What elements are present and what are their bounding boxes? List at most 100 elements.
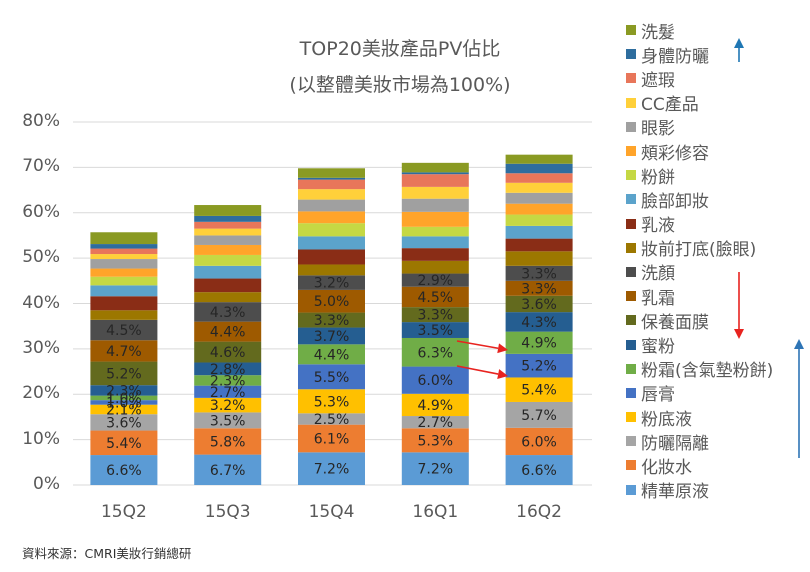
- data-label: 5.4%: [521, 383, 557, 399]
- data-label: 4.3%: [210, 305, 246, 321]
- data-label: 5.4%: [106, 436, 142, 452]
- x-tick-label: 15Q4: [308, 502, 355, 522]
- legend-item: 洗顏: [626, 260, 773, 284]
- bar-segment: [90, 455, 158, 485]
- legend-item: 唇膏: [626, 381, 773, 405]
- bar-segment: [505, 280, 573, 296]
- data-label: 4.3%: [521, 315, 557, 331]
- bar-stack-15Q3: 6.7% 5.8% 3.5%3.2%2.7%2.3%2.8%4.6% 4.4% 4.3%: [194, 205, 262, 485]
- bar-segment: [90, 430, 158, 456]
- bar-segment: [194, 205, 262, 216]
- bar-segment: [90, 385, 158, 396]
- bar-segment: [505, 427, 573, 456]
- data-label: 4.6%: [210, 345, 246, 361]
- data-label: 3.3%: [521, 281, 557, 297]
- bar-segment: [505, 295, 573, 313]
- legend-label: 妝前打底(臉眼): [641, 240, 757, 261]
- bar-segment: [298, 179, 365, 190]
- bar-segment: [298, 223, 365, 237]
- legend-swatch: [626, 146, 636, 157]
- legend-label: 保養面膜: [641, 312, 709, 333]
- bar-stack-16Q1: 7.2% 5.3% 2.7%4.9% 6.0% 6.3% 3.5%3.3% 4.5%2.9%: [401, 162, 469, 485]
- legend-label: 粉餅: [641, 167, 675, 188]
- bar-segment: [505, 154, 573, 164]
- bar-segment: [90, 254, 158, 260]
- bar-segment: [298, 236, 365, 250]
- bar-segment: [401, 248, 469, 261]
- bar-segment: [194, 397, 262, 413]
- y-tick-label: 0%: [33, 474, 60, 494]
- legend-swatch: [626, 339, 636, 350]
- bar-segment: [298, 327, 365, 345]
- chart-subtitle: (以整體美妝市場為100%): [289, 74, 511, 96]
- legend-item: 頰彩修容: [626, 139, 773, 164]
- data-label: 3.3%: [418, 308, 454, 324]
- data-label: 5.2%: [521, 359, 557, 375]
- bar-segment: [401, 337, 469, 367]
- bar-segment: [90, 310, 158, 320]
- legend-item: 乳霜: [626, 284, 773, 309]
- bar-segment: [505, 265, 573, 281]
- legend-label: 粉霜(含氣墊粉餅): [641, 361, 774, 382]
- data-label: 5.5%: [314, 370, 350, 386]
- data-label: 5.3%: [418, 433, 454, 449]
- bar-segment: [298, 364, 365, 390]
- data-label: 5.3%: [314, 394, 350, 410]
- legend-label: 洗髮: [641, 22, 675, 43]
- bar-segment: [505, 173, 573, 183]
- bar-segment: [194, 244, 262, 255]
- data-label: 4.7%: [106, 344, 142, 360]
- legend-label: 唇膏: [641, 385, 675, 406]
- bar-stack-15Q4: 7.2% 6.1% 2.5% 5.3% 5.5% 4.4% 3.7%3.3% 5.0% 3.2%: [298, 168, 365, 485]
- legend-swatch: [626, 315, 636, 326]
- legend-item: 洗髮: [626, 18, 773, 43]
- legend-swatch: [626, 25, 636, 36]
- bar-segment: [194, 278, 262, 293]
- data-label: 6.0%: [521, 434, 557, 450]
- y-tick-label: 80%: [22, 111, 60, 131]
- bar-stacks: 6.6%5.4%3.6%2.1%1.0%1.0%2.3%5.2%4.7%4.5%…: [90, 154, 573, 485]
- data-label: 7.2%: [314, 462, 350, 478]
- bar-segment: [298, 275, 365, 290]
- legend-label: 化妝水: [641, 457, 692, 478]
- data-label: 6.3%: [418, 345, 454, 361]
- data-label: 4.5%: [106, 323, 142, 339]
- source-note: 資料來源：CMRI美妝行銷總研: [22, 546, 192, 561]
- legend-item: 妝前打底(臉眼): [626, 236, 773, 260]
- legend-item: 粉底液: [626, 405, 773, 430]
- data-label: 3.2%: [210, 398, 246, 414]
- legend-swatch: [626, 73, 636, 84]
- legend-item: 身體防曬: [626, 42, 773, 67]
- legend-swatch: [626, 266, 636, 277]
- bar-segment: [298, 168, 365, 178]
- legend-item: 蜜粉: [626, 332, 773, 357]
- bar-segment: [194, 221, 262, 229]
- legend-label: 眼影: [641, 119, 675, 140]
- right-arrow-icon: [456, 340, 508, 354]
- bar-segment: [194, 412, 262, 429]
- legend-swatch: [626, 121, 636, 132]
- data-label: 1.0%: [106, 391, 142, 407]
- bar-segment: [298, 344, 365, 365]
- data-label: 5.8%: [210, 434, 246, 450]
- bar-segment: [401, 174, 469, 187]
- bar-segment: [505, 203, 573, 215]
- bar-segment: [90, 414, 158, 431]
- bar-segment: [90, 248, 158, 255]
- bar-segment: [401, 273, 469, 287]
- bar-segment: [298, 249, 365, 265]
- bar-segment: [505, 225, 573, 239]
- bar-segment: [505, 182, 573, 193]
- bar-segment: [90, 361, 158, 386]
- bar-segment: [401, 226, 469, 237]
- x-tick-label: 15Q3: [204, 502, 251, 522]
- bar-segment: [401, 393, 469, 417]
- bar-segment: [505, 163, 573, 174]
- bar-segment: [401, 307, 469, 323]
- legend-item: 粉霜(含氣墊粉餅): [626, 357, 773, 381]
- legend-item: 眼影: [626, 115, 773, 139]
- bar-segment: [401, 286, 469, 308]
- bar-segment: [90, 244, 158, 249]
- bar-segment: [298, 199, 365, 212]
- legend-label: 遮瑕: [641, 70, 675, 91]
